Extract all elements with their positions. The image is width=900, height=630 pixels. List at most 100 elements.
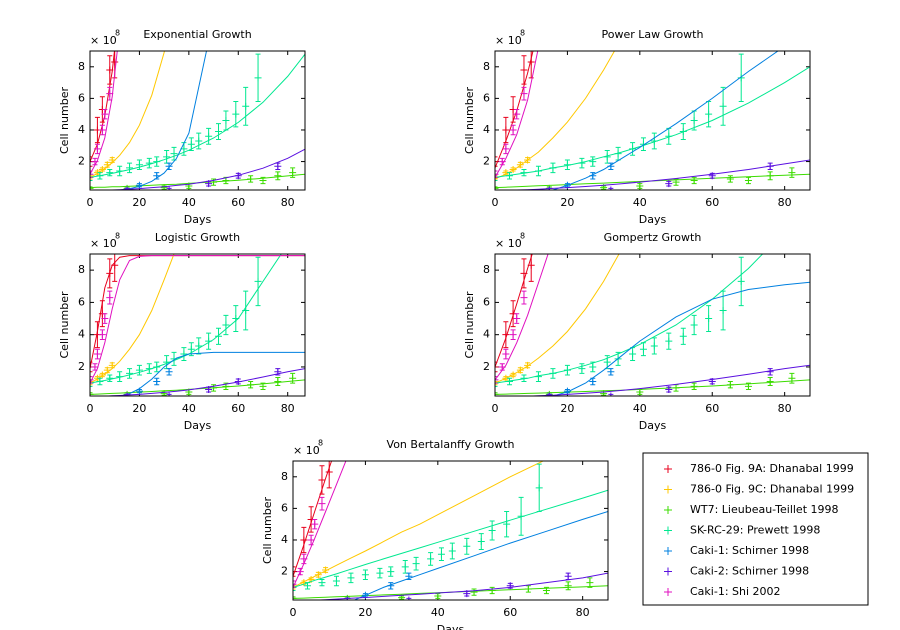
data-point — [679, 332, 687, 340]
x-axis-label: Days — [639, 213, 667, 226]
plot-content — [495, 254, 810, 396]
y-tick-label: 2 — [78, 155, 85, 168]
legend-label: WT7: Lieubeau-Teillet 1998 — [690, 503, 839, 516]
data-point — [232, 110, 240, 118]
x-tick-label: 0 — [87, 196, 94, 209]
data-point — [586, 579, 594, 587]
data-point — [527, 58, 535, 66]
data-point — [222, 321, 230, 329]
data-point — [498, 363, 506, 371]
data-point — [205, 132, 213, 140]
subplot: 0 20 40 60 80 2 4 6 8 Exponential Growth Days Cell … — [58, 28, 306, 226]
data-point — [210, 384, 218, 392]
data-point — [509, 126, 517, 134]
x-tick-label: 80 — [576, 606, 590, 619]
data-point — [614, 150, 622, 158]
fit-curve — [495, 254, 549, 381]
error-bar — [495, 361, 498, 373]
legend-label: Caki-2: Schirner 1998 — [690, 565, 809, 578]
data-point — [607, 186, 615, 190]
legend-marker — [664, 567, 672, 576]
x-tick-label: 60 — [503, 606, 517, 619]
data-point — [90, 184, 94, 190]
data-point — [603, 358, 611, 366]
data-point — [293, 594, 297, 600]
error-bar — [495, 175, 498, 180]
data-point — [111, 58, 119, 66]
x-tick-label: 80 — [778, 196, 792, 209]
legend-marker — [664, 547, 672, 555]
data-point — [111, 261, 119, 269]
data-point — [545, 186, 553, 190]
data-point — [289, 374, 297, 382]
y-scale-exponent: 8 — [115, 232, 120, 241]
x-tick-label: 0 — [290, 606, 297, 619]
data-point — [719, 102, 727, 110]
data-point — [106, 66, 114, 74]
x-tick-label: 20 — [132, 402, 146, 415]
data-point — [488, 587, 496, 595]
data-point — [766, 377, 774, 385]
data-point — [589, 172, 597, 180]
data-point — [524, 585, 532, 593]
data-point — [91, 158, 99, 166]
data-point — [126, 164, 134, 172]
data-point — [90, 170, 94, 178]
y-axis-label: Cell number — [58, 87, 71, 154]
fit-curve — [90, 255, 305, 384]
data-point — [607, 392, 615, 396]
error-bar — [293, 566, 296, 577]
data-point — [636, 182, 644, 190]
subplot: 0 20 40 60 80 2 4 6 8 Von Bertalanffy Growth Days C… — [261, 438, 609, 630]
x-axis-label: Days — [639, 419, 667, 432]
plot-area — [90, 254, 305, 396]
data-point — [205, 337, 213, 345]
axes-frame — [89, 253, 306, 397]
data-point — [91, 363, 99, 371]
data-point — [108, 156, 116, 164]
y-tick-label: 6 — [281, 501, 288, 514]
fit-curve — [293, 489, 608, 588]
data-point — [234, 172, 242, 180]
data-point — [300, 536, 308, 544]
data-point — [123, 186, 131, 190]
data-point — [607, 368, 615, 376]
data-point — [135, 161, 143, 169]
data-point — [98, 126, 106, 134]
data-point — [195, 137, 203, 145]
legend-label: 786-0 Fig. 9C: Dhanabal 1999 — [690, 483, 854, 496]
fit-curve — [97, 368, 305, 396]
data-point — [195, 342, 203, 350]
data-point — [679, 128, 687, 136]
data-point — [629, 350, 637, 358]
data-point — [123, 392, 131, 396]
data-point — [145, 159, 153, 167]
data-point — [96, 172, 104, 180]
data-point — [274, 162, 282, 170]
data-point — [187, 345, 195, 353]
data-point — [495, 376, 499, 384]
y-tick-label: 2 — [483, 155, 490, 168]
data-point — [153, 377, 161, 385]
data-point — [325, 468, 333, 476]
data-point — [347, 574, 355, 582]
legend-label: SK-RC-29: Prewett 1998 — [690, 524, 820, 537]
x-tick-label: 0 — [492, 402, 499, 415]
axes-frame — [494, 253, 811, 397]
fit-curve — [293, 461, 347, 588]
y-tick-label: 2 — [483, 360, 490, 373]
x-axis-label: Days — [184, 419, 212, 432]
data-point — [495, 363, 499, 371]
data-point — [705, 315, 713, 323]
error-bar — [90, 376, 93, 384]
fit-curve — [549, 281, 810, 396]
data-point — [737, 277, 745, 285]
data-point — [563, 161, 571, 169]
data-point — [165, 368, 173, 376]
subplot: 0 20 40 60 80 2 4 6 8 Power Law Growth Days Cell nu… — [463, 28, 811, 226]
data-point — [513, 110, 521, 118]
data-point — [705, 110, 713, 118]
data-point — [259, 177, 267, 185]
data-point — [101, 110, 109, 118]
data-point — [205, 386, 213, 394]
